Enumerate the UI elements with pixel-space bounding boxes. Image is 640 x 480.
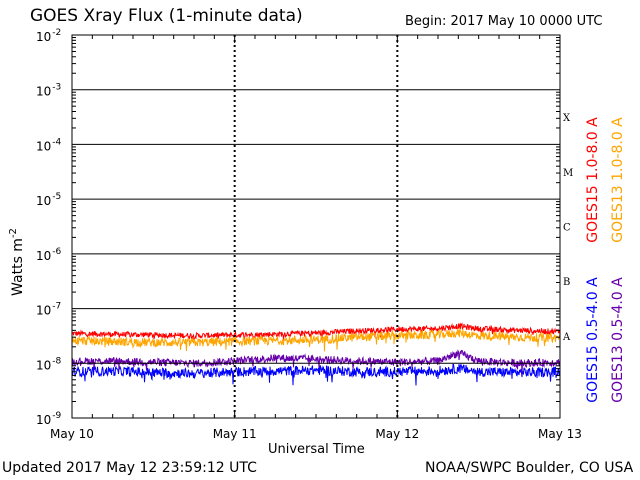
y-tick-exponent: -4 (52, 137, 61, 147)
y-tick-label: 10-7 (36, 302, 61, 318)
x-tick-label: May 12 (375, 427, 419, 441)
y-tick-exponent: -6 (52, 247, 61, 257)
y-tick-label: 10-9 (36, 411, 62, 427)
y-tick-label: 10-5 (36, 192, 61, 208)
flare-class-labels: A B C M X (562, 113, 573, 343)
x-tick-labels: May 10 May 11 May 12 May 13 (50, 427, 582, 441)
y-tick-exponent: -7 (52, 302, 61, 312)
series-goes15-0-5-4-0-a (71, 363, 561, 386)
y-tick-exponent: -3 (52, 83, 61, 93)
legend: GOES15 1.0-8.0 A GOES13 1.0-8.0 A GOES15 0… (585, 117, 626, 403)
x-tick-label: May 11 (213, 427, 257, 441)
series-layer (71, 322, 561, 386)
y-tick-label: 10-8 (36, 356, 62, 372)
y-tick-exponent: -8 (52, 356, 61, 366)
y-tick-exponent: -5 (52, 192, 61, 202)
begin-time-label: Begin: 2017 May 10 0000 UTC (405, 14, 603, 29)
series-goes13-0-5-4-0-a (71, 349, 561, 376)
flare-class-b: B (563, 277, 570, 288)
series-goes13-1-0-8-0-a (71, 328, 561, 352)
credit-label: NOAA/SWPC Boulder, CO USA (425, 460, 634, 476)
flare-class-x: X (563, 113, 571, 124)
legend-entry: GOES13 0.5-4.0 A (610, 277, 626, 403)
series-goes15-1-0-8-0-a (71, 322, 561, 341)
x-axis-label: Universal Time (268, 442, 365, 457)
chart-title: GOES Xray Flux (1-minute data) (30, 6, 303, 26)
y-tick-label: 10-4 (36, 137, 62, 153)
y-tick-label: 10-3 (36, 83, 61, 99)
y-tick-label: 10-6 (36, 247, 62, 263)
y-tick-exponent: -9 (52, 411, 61, 421)
x-tick-label: May 13 (538, 427, 582, 441)
y-axis-label: Watts m-2 (8, 228, 26, 296)
legend-entry: GOES13 1.0-8.0 A (610, 117, 626, 243)
legend-entry: GOES15 1.0-8.0 A (585, 117, 601, 243)
x-tick-label: May 10 (50, 427, 94, 441)
flare-class-c: C (563, 223, 571, 234)
y-tick-labels: 10-9 10-8 10-7 10-6 10-5 10-4 10-3 10-2 (36, 28, 62, 427)
flare-class-m: M (563, 168, 573, 179)
flare-class-a: A (562, 332, 571, 343)
updated-timestamp: Updated 2017 May 12 23:59:12 UTC (2, 460, 257, 476)
legend-entry: GOES15 0.5-4.0 A (585, 277, 601, 403)
y-tick-exponent: -2 (52, 28, 61, 38)
grid-layer (71, 34, 561, 419)
y-tick-label: 10-2 (36, 28, 61, 44)
